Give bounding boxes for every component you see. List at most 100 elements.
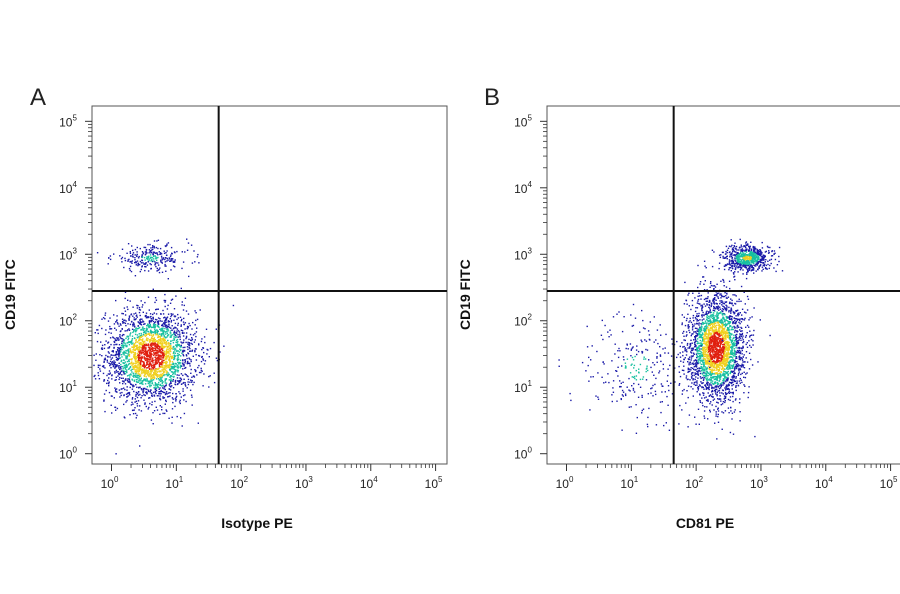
event-dot: [130, 359, 133, 361]
event-dot: [136, 260, 139, 262]
event-dot: [157, 375, 159, 377]
event-dot: [180, 325, 182, 327]
event-dot: [126, 365, 128, 367]
event-dot: [715, 363, 718, 365]
event-dot: [159, 378, 162, 380]
event-dot: [699, 385, 701, 387]
event-dot: [150, 366, 153, 368]
event-dot: [136, 346, 138, 349]
event-dot: [701, 343, 704, 345]
event-dot: [137, 264, 139, 267]
event-dot: [126, 355, 129, 358]
event-dot: [155, 384, 157, 386]
event-dot: [163, 350, 165, 353]
event-dot: [707, 381, 709, 384]
event-dot: [140, 339, 142, 341]
event-dot: [139, 374, 142, 376]
event-dot: [150, 320, 152, 323]
event-dot: [692, 347, 694, 349]
event-dot: [162, 356, 165, 358]
event-dot: [114, 379, 116, 381]
event-dot: [140, 358, 142, 361]
event-dot: [739, 322, 741, 325]
event-dot: [163, 359, 166, 362]
event-dot: [144, 403, 146, 405]
event-dot: [99, 354, 101, 356]
event-dot: [703, 355, 705, 358]
event-dot: [150, 260, 152, 262]
event-dot: [681, 369, 684, 371]
event-dot: [136, 356, 138, 358]
event-dot: [128, 318, 130, 320]
event-dot: [708, 342, 711, 345]
event-dot: [191, 349, 194, 351]
event-dot: [139, 363, 142, 365]
event-dot: [179, 402, 181, 405]
event-dot: [162, 368, 164, 371]
event-dot: [165, 392, 167, 395]
event-dot: [741, 332, 744, 335]
event-dot: [727, 384, 729, 386]
event-dot: [155, 308, 157, 311]
event-dot: [714, 375, 716, 378]
event-dot: [714, 294, 717, 296]
event-dot: [719, 294, 721, 296]
event-dot: [135, 417, 137, 419]
event-dot: [729, 325, 731, 327]
event-dot: [153, 325, 155, 327]
event-dot: [724, 334, 726, 336]
event-dot: [160, 373, 162, 375]
event-dot: [192, 321, 194, 324]
event-dot: [148, 320, 151, 322]
event-dot: [705, 376, 707, 378]
event-dot: [158, 350, 160, 353]
event-dot: [122, 321, 125, 323]
event-dot: [712, 300, 714, 302]
event-dot: [138, 327, 140, 329]
event-dot: [131, 371, 133, 373]
event-dot: [712, 363, 714, 365]
event-dot: [704, 340, 706, 343]
event-dot: [149, 351, 151, 353]
event-dot: [174, 322, 177, 325]
event-dot: [716, 308, 719, 310]
event-dot: [705, 373, 708, 375]
event-dot: [716, 337, 718, 339]
event-dot: [144, 246, 147, 249]
event-dot: [132, 249, 134, 252]
event-dot: [725, 317, 728, 319]
event-dot: [155, 392, 157, 395]
event-dot: [176, 364, 179, 366]
event-dot: [699, 339, 701, 342]
event-dot: [174, 336, 177, 339]
event-dot: [138, 366, 140, 369]
event-dot: [123, 334, 125, 336]
event-dot: [157, 361, 159, 363]
event-dot: [705, 332, 707, 334]
event-dot: [127, 299, 129, 301]
event-dot: [170, 363, 172, 366]
event-dot: [175, 341, 177, 343]
event-dot: [132, 372, 135, 375]
event-dot: [167, 339, 169, 342]
event-dot: [141, 266, 143, 268]
event-dot: [162, 257, 165, 259]
event-dot: [151, 360, 153, 363]
event-dot: [164, 354, 166, 356]
event-dot: [142, 326, 144, 328]
event-dot: [738, 357, 740, 359]
event-dot: [141, 368, 143, 371]
event-dot: [155, 362, 157, 364]
event-dot: [727, 333, 729, 335]
event-dot: [93, 364, 95, 367]
event-dot: [169, 385, 171, 387]
event-dot: [161, 262, 163, 264]
event-dot: [119, 323, 122, 325]
event-dot: [720, 400, 722, 402]
event-dot: [172, 378, 174, 381]
event-dot: [167, 343, 169, 345]
event-dot: [114, 387, 116, 389]
event-dot: [183, 365, 185, 367]
event-dot: [176, 374, 178, 376]
event-dot: [177, 380, 179, 382]
